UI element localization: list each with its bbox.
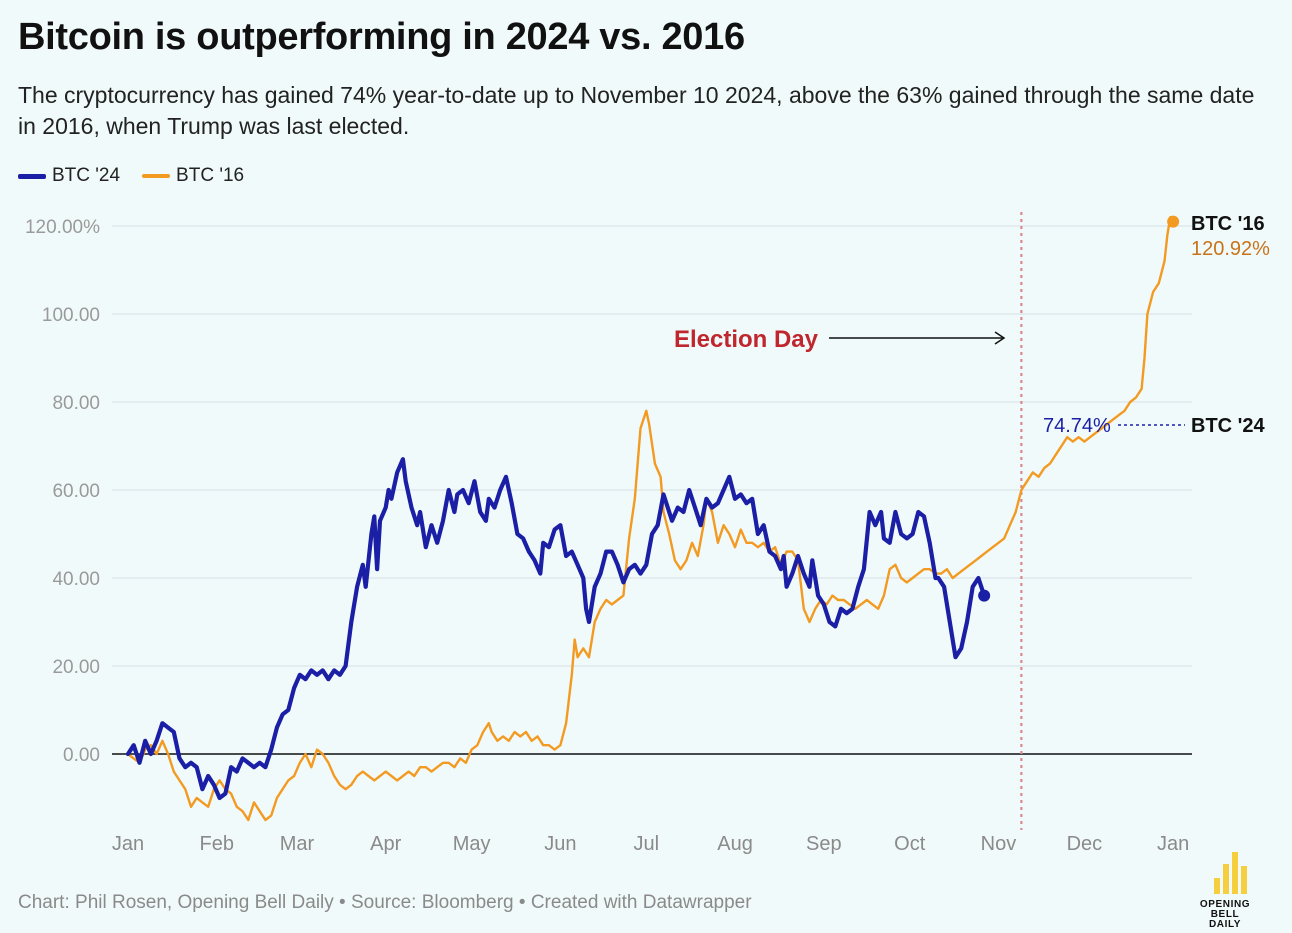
logo-text: OPENING BELL DAILY: [1186, 900, 1264, 930]
x-tick-label-7: Aug: [717, 833, 753, 855]
y-tick-label-60: 60.00: [52, 481, 100, 502]
btc16-end-value: 120.92%: [1191, 238, 1270, 260]
x-tick-label-5: Jun: [544, 833, 576, 855]
x-tick-label-4: May: [453, 833, 491, 855]
election-day-label: Election Day: [674, 326, 819, 353]
legend: BTC '24 BTC '16: [18, 165, 266, 187]
x-axis-ticks: Jan Feb Mar Apr May Jun Jul Aug Sep Oct Nov Dec Jan: [112, 833, 1189, 855]
logo-text-line1: OPENING BELL: [1199, 899, 1251, 920]
logo-text-line2: DAILY: [1208, 919, 1242, 930]
y-tick-label-80: 80.00: [52, 393, 100, 414]
series-layer: [125, 216, 1175, 822]
y-tick-label-100: 100.00: [42, 305, 100, 326]
election-day-arrowhead: [994, 331, 1006, 345]
x-tick-label-10: Nov: [981, 833, 1017, 855]
y-axis-ticks: 0.00 20.00 40.00 60.00 80.00 100.00 120.00%: [25, 217, 100, 766]
x-tick-label-2: Mar: [280, 833, 315, 855]
line-chart: 0.00 20.00 40.00 60.00 80.00 100.00 120.00% Ja…: [25, 212, 1270, 855]
btc16-end-annotation: BTC '16 120.92%: [1167, 213, 1270, 260]
x-tick-label-1: Feb: [200, 833, 234, 855]
btc24-end-marker: [978, 589, 991, 602]
x-tick-label-6: Jul: [633, 833, 659, 855]
legend-swatch-btc24: [18, 173, 46, 179]
x-tick-label-9: Oct: [894, 833, 926, 855]
btc24-end-label: BTC '24: [1191, 415, 1266, 437]
x-tick-label-3: Apr: [370, 833, 401, 855]
series-line-btc24: [125, 457, 987, 801]
legend-item-btc16: BTC '16: [142, 165, 244, 187]
legend-label-btc24: BTC '24: [52, 165, 121, 186]
election-day-annotation: Election Day: [674, 326, 1006, 353]
opening-bell-logo: OPENING BELL DAILY: [1186, 850, 1264, 930]
x-tick-label-8: Sep: [806, 833, 842, 855]
series-line-btc16: [126, 216, 1175, 822]
chart-subtitle: The cryptocurrency has gained 74% year-t…: [18, 82, 1255, 139]
legend-swatch-btc16: [142, 174, 171, 178]
legend-label-btc16: BTC '16: [176, 165, 245, 186]
x-tick-label-11: Dec: [1067, 833, 1103, 855]
gridlines: [112, 225, 1192, 667]
btc16-end-marker: [1167, 215, 1180, 228]
x-tick-label-12: Jan: [1157, 833, 1189, 855]
chart-title: Bitcoin is outperforming in 2024 vs. 201…: [18, 16, 745, 58]
y-tick-label-120: 120.00%: [25, 217, 100, 238]
chart-credit: Chart: Phil Rosen, Opening Bell Daily • …: [18, 892, 752, 913]
btc24-end-annotation: 74.74% BTC '24: [978, 415, 1266, 602]
y-tick-label-0: 0.00: [63, 745, 100, 766]
logo-bars-icon: [1214, 852, 1247, 894]
y-tick-label-40: 40.00: [52, 569, 100, 590]
btc16-end-label: BTC '16: [1191, 213, 1265, 235]
x-tick-label-0: Jan: [112, 833, 144, 855]
legend-item-btc24: BTC '24: [18, 165, 120, 187]
y-tick-label-20: 20.00: [52, 657, 100, 678]
btc24-end-value: 74.74%: [1043, 415, 1111, 437]
